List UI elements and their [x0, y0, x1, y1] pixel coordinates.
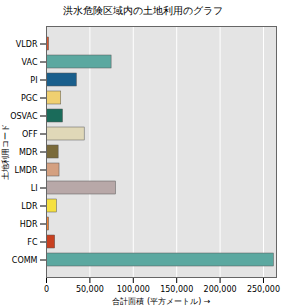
svg-text:150,000: 150,000 — [160, 285, 193, 294]
svg-text:LMDR: LMDR — [14, 166, 38, 175]
svg-text:MDR: MDR — [19, 148, 38, 157]
svg-text:土地利用コード: 土地利用コード — [1, 124, 10, 180]
svg-text:50,000: 50,000 — [76, 285, 104, 294]
svg-text:FC: FC — [27, 238, 38, 247]
svg-text:HDR: HDR — [20, 220, 38, 229]
svg-text:250,000: 250,000 — [247, 285, 280, 294]
svg-text:OFF: OFF — [22, 130, 38, 139]
svg-text:200,000: 200,000 — [204, 285, 237, 294]
svg-text:LDR: LDR — [21, 202, 38, 211]
svg-text:LI: LI — [31, 184, 38, 193]
html-text:洪水危険区域内の土地利用のグラフ: 洪水危険区域内の土地利用のグラフ — [63, 5, 223, 16]
svg-text:PI: PI — [30, 76, 37, 85]
svg-text:OSVAC: OSVAC — [10, 112, 38, 121]
svg-text:100,000: 100,000 — [117, 285, 150, 294]
svg-text:合計面積 (平方メートル) →: 合計面積 (平方メートル) → — [112, 297, 210, 306]
svg-text:VAC: VAC — [22, 58, 38, 67]
svg-text:VLDR: VLDR — [16, 40, 38, 49]
svg-text:0: 0 — [44, 285, 49, 294]
svg-text:PGC: PGC — [21, 94, 38, 103]
svg-text:COMM: COMM — [12, 256, 38, 265]
